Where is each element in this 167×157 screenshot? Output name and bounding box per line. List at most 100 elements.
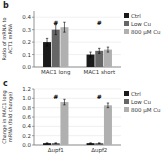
error-cap bbox=[55, 142, 57, 143]
error-cap bbox=[98, 48, 100, 49]
error-cap bbox=[107, 47, 109, 48]
bar bbox=[52, 30, 60, 67]
legend-label: Ctrl bbox=[131, 91, 141, 97]
error-cap bbox=[98, 143, 100, 144]
annotation: # bbox=[53, 19, 58, 26]
error-cap bbox=[63, 104, 65, 105]
error-bar bbox=[46, 142, 48, 143]
category-label: MAC1 long bbox=[41, 69, 70, 76]
error-cap bbox=[89, 57, 91, 58]
bar bbox=[104, 105, 112, 145]
error-bar bbox=[55, 25, 57, 35]
bar bbox=[60, 27, 68, 67]
error-bar bbox=[55, 142, 57, 143]
grid-line bbox=[34, 17, 121, 18]
annotation: # bbox=[97, 93, 102, 100]
grid-line bbox=[34, 98, 121, 99]
error-line bbox=[64, 22, 65, 32]
bars bbox=[43, 22, 112, 67]
error-cap bbox=[89, 52, 91, 53]
annotation: # bbox=[97, 19, 102, 26]
tick-label: 0.6 bbox=[22, 114, 31, 120]
y-label: Ratio of mRNA toACT1 mRNA bbox=[1, 18, 13, 61]
error-cap bbox=[46, 38, 48, 39]
category-label: Δupf1 bbox=[48, 147, 64, 154]
error-line bbox=[47, 38, 48, 45]
error-line bbox=[99, 48, 100, 53]
legend: Ctrl Low Cu 800 μM Cu bbox=[124, 13, 161, 36]
error-cap bbox=[63, 32, 65, 33]
y-label: Change in MAC1 longmRNA (fold change) bbox=[1, 90, 14, 144]
tick-label: 0.3 bbox=[22, 27, 31, 33]
tick-label: 0.2 bbox=[22, 133, 31, 139]
error-cap bbox=[46, 142, 48, 143]
legend-label: Low Cu bbox=[131, 21, 151, 27]
error-cap bbox=[107, 52, 109, 53]
tick-label: 0.1 bbox=[22, 52, 31, 58]
error-cap bbox=[46, 143, 48, 144]
annotation: # bbox=[53, 93, 58, 100]
error-line bbox=[47, 142, 48, 143]
error-bar bbox=[46, 38, 48, 45]
legend-label: 800 μM Cu bbox=[131, 107, 161, 114]
y-axis bbox=[34, 89, 35, 145]
chart: c0.00.20.40.60.81.01.2Change in MAC1 lon… bbox=[1, 79, 161, 154]
bar bbox=[104, 50, 112, 67]
y-label-line: ACT1 mRNA bbox=[7, 23, 13, 54]
error-line bbox=[90, 52, 91, 57]
error-line bbox=[64, 99, 65, 105]
category-label: MAC1 short bbox=[83, 69, 115, 75]
error-line bbox=[107, 103, 108, 108]
error-bar bbox=[63, 99, 65, 105]
error-line bbox=[90, 142, 91, 143]
legend-label: Ctrl bbox=[131, 13, 141, 19]
bar bbox=[60, 102, 68, 145]
error-cap bbox=[89, 143, 91, 144]
error-cap bbox=[98, 142, 100, 143]
bar bbox=[95, 143, 103, 145]
title: b bbox=[3, 1, 9, 10]
y-axis bbox=[34, 11, 35, 67]
legend: Ctrl Low Cu 800 μM Cu bbox=[124, 91, 161, 114]
error-cap bbox=[63, 22, 65, 23]
grid-line bbox=[34, 89, 121, 90]
tick-label: 0.8 bbox=[22, 105, 31, 111]
bar bbox=[52, 143, 60, 145]
legend-swatch bbox=[124, 21, 129, 26]
figure: b 0.0 0.1 0.2 0.3 0.4 Ratio of mRNA toACT1 mRN… bbox=[0, 0, 167, 157]
tick-label: 1.2 bbox=[22, 86, 31, 92]
bar bbox=[43, 143, 51, 145]
error-bar bbox=[98, 142, 100, 143]
error-line bbox=[99, 142, 100, 143]
error-cap bbox=[46, 45, 48, 46]
error-cap bbox=[55, 34, 57, 35]
error-cap bbox=[89, 142, 91, 143]
tick-label: 0.2 bbox=[22, 39, 31, 45]
error-cap bbox=[55, 143, 57, 144]
error-bar bbox=[63, 22, 65, 32]
error-cap bbox=[107, 103, 109, 104]
legend-label: Low Cu bbox=[131, 99, 151, 105]
error-bar bbox=[89, 52, 91, 57]
legend-swatch bbox=[124, 99, 129, 104]
error-line bbox=[107, 47, 108, 52]
legend-swatch bbox=[124, 107, 129, 112]
error-cap bbox=[63, 99, 65, 100]
error-cap bbox=[107, 107, 109, 108]
grid-line bbox=[34, 29, 121, 30]
y-label-line: mRNA (fold change) bbox=[7, 92, 14, 142]
error-line bbox=[55, 142, 56, 143]
bars bbox=[43, 99, 112, 145]
category-label: Δupf2 bbox=[91, 147, 107, 154]
legend-swatch bbox=[124, 29, 129, 34]
error-bar bbox=[107, 103, 109, 108]
legend-label: 800 μM Cu bbox=[131, 29, 161, 36]
title: c bbox=[3, 79, 8, 88]
error-bar bbox=[89, 142, 91, 143]
tick-label: 0.4 bbox=[22, 14, 31, 20]
bar bbox=[43, 42, 51, 67]
legend-swatch bbox=[124, 91, 129, 96]
tick-label: 0.4 bbox=[22, 123, 31, 129]
tick-label: 0.0 bbox=[22, 64, 31, 70]
legend-swatch bbox=[124, 13, 129, 18]
